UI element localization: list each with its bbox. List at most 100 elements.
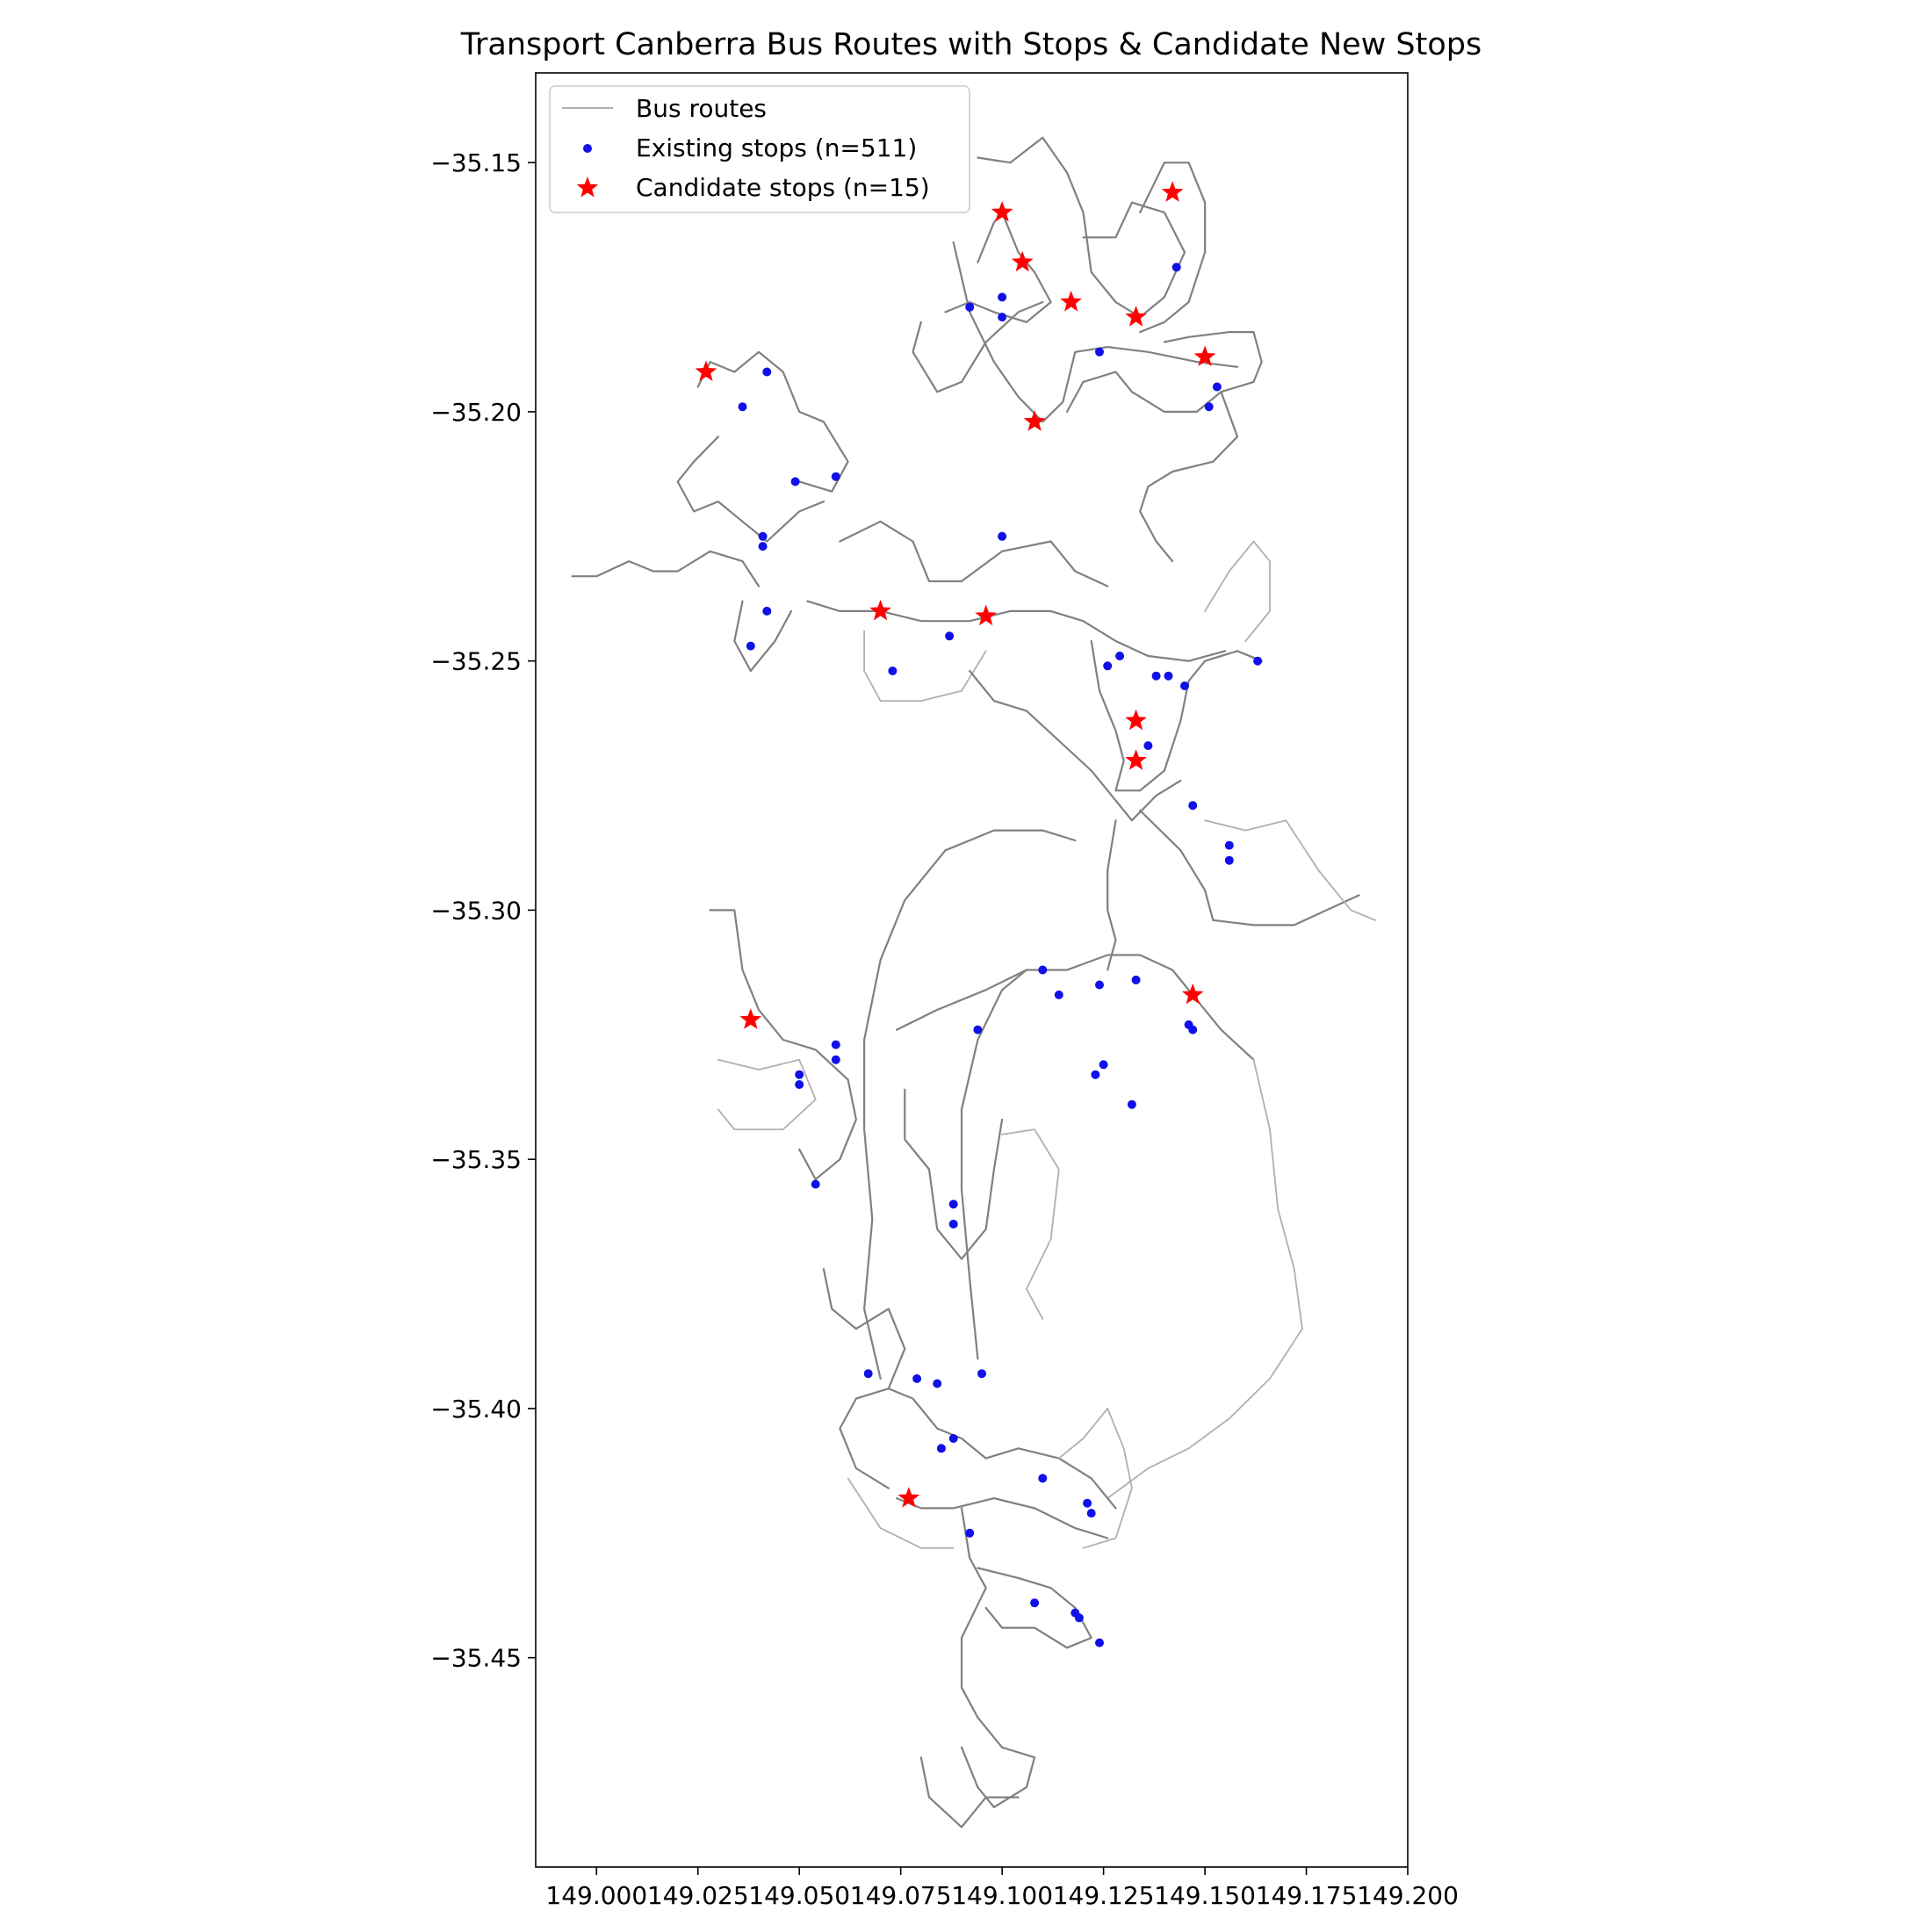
existing-stop-point	[831, 1055, 840, 1064]
existing-stop-point	[1253, 656, 1263, 666]
plot-area	[571, 136, 1376, 1828]
y-tick-label: −35.25	[430, 647, 522, 676]
existing-stop-point	[912, 1373, 922, 1383]
route-line-belconnen-south-b	[863, 630, 987, 702]
candidate-stop-point	[1125, 709, 1147, 731]
existing-stop-point	[795, 1080, 804, 1089]
existing-stop-point	[1038, 965, 1048, 975]
existing-stop-point	[863, 1369, 873, 1379]
existing-stop-point	[998, 313, 1007, 322]
x-tick-label: 149.200	[1357, 1881, 1459, 1910]
existing-stop-point	[1131, 975, 1141, 984]
y-tick-label: −35.20	[430, 398, 522, 427]
existing-stop-point	[888, 667, 898, 675]
existing-stop-point	[795, 1070, 804, 1079]
route-line-belconnen-west	[571, 550, 761, 588]
candidate-stop-point	[991, 200, 1013, 222]
route-line-belconnen-north-a	[696, 350, 849, 493]
route-line-north-east-loop	[1065, 331, 1263, 413]
x-tick-label: 149.050	[748, 1881, 850, 1910]
route-line-city-east	[1139, 809, 1360, 926]
route-line-belconnen-south-a	[733, 600, 793, 673]
route-line-tuggeranong-south	[960, 1507, 1036, 1808]
route-line-north-west-loop	[912, 300, 1044, 393]
x-tick-label: 149.075	[850, 1881, 952, 1910]
existing-stop-point	[831, 472, 840, 481]
existing-stop-point	[811, 1179, 820, 1189]
route-line-gungahlin-link	[969, 669, 1182, 822]
existing-stop-point	[1030, 1598, 1040, 1608]
existing-stop-point	[945, 631, 955, 641]
route-line-tuggeranong-east	[1057, 1408, 1133, 1549]
existing-stop-point	[1151, 671, 1161, 681]
existing-stop-point	[936, 1444, 946, 1453]
existing-stop-point	[1054, 990, 1063, 999]
existing-stop-point	[1180, 681, 1189, 690]
x-tick-label: 149.150	[1154, 1881, 1256, 1910]
existing-stop-point	[1095, 980, 1104, 990]
route-line-tuggeranong-trunk	[887, 1388, 1117, 1510]
existing-stop-point	[998, 531, 1007, 541]
existing-stop-point	[1038, 1474, 1048, 1483]
legend-existing-swatch	[583, 144, 592, 153]
existing-stop-point	[1095, 347, 1104, 357]
existing-stop-point	[762, 367, 772, 377]
legend-label-candidate: Candidate stops (n=15)	[636, 173, 930, 202]
route-line-woden-east	[1001, 1128, 1060, 1320]
y-axis: −35.15 −35.20 −35.25 −35.30 −35.35 −35.40 −35.…	[430, 148, 536, 1673]
existing-stop-point	[1074, 1613, 1084, 1623]
route-line-weston-south	[717, 1058, 817, 1130]
legend-candidate-swatch	[576, 177, 599, 198]
existing-stop-point	[1224, 840, 1234, 850]
route-line-weston-loop	[709, 909, 857, 1180]
legend-box	[549, 85, 970, 213]
route-line-dickson-loop	[1090, 639, 1263, 792]
x-tick-label: 149.000	[545, 1881, 647, 1910]
route-line-woden-loop	[904, 1088, 1004, 1260]
candidate-stop-point	[1181, 983, 1204, 1005]
y-tick-label: −35.40	[430, 1395, 522, 1424]
existing-stop-point	[998, 292, 1007, 302]
existing-stop-point	[1188, 1025, 1198, 1034]
existing-stop-point	[1099, 1060, 1108, 1070]
route-line-woden-link	[960, 969, 1027, 1360]
existing-stop-point	[1103, 661, 1113, 671]
routes-layer	[571, 136, 1376, 1828]
x-tick-label: 149.100	[951, 1881, 1053, 1910]
candidate-stop-point	[1161, 181, 1184, 202]
route-line-belconnen-mid	[839, 520, 1109, 588]
existing-stop-point	[1171, 263, 1181, 272]
route-line-city-west-arc	[863, 829, 1077, 1380]
existing-stop-point	[1127, 1099, 1136, 1109]
candidate-stop-point	[1060, 291, 1082, 312]
route-line-tuggeranong-north	[822, 1267, 906, 1489]
candidate-stop-point	[975, 604, 997, 626]
existing-stop-point	[1091, 1070, 1100, 1079]
existing-stop-point	[948, 1434, 958, 1443]
existing-stop-point	[1164, 671, 1173, 681]
existing-stop-point	[1095, 1638, 1104, 1647]
existing-stop-point	[965, 302, 975, 312]
x-tick-label: 149.125	[1053, 1881, 1155, 1910]
route-line-city-parliament	[896, 954, 1255, 1061]
route-line-city-north-a	[1107, 819, 1117, 971]
y-tick-label: −35.45	[430, 1644, 522, 1673]
existing-stop-point	[790, 477, 800, 487]
existing-stop-point	[973, 1025, 983, 1034]
x-axis: 149.000 149.025 149.050 149.075 149.100 149.1…	[545, 1867, 1459, 1910]
plot-frame	[535, 72, 1409, 1868]
existing-stop-point	[1143, 741, 1153, 751]
candidate-stop-point	[1023, 410, 1046, 431]
y-tick-label: −35.30	[430, 896, 522, 925]
existing-stop-point	[933, 1379, 942, 1388]
existing-stop-point	[758, 542, 768, 551]
existing-stop-point	[948, 1200, 958, 1209]
route-line-belconnen-trunk	[806, 600, 1227, 662]
existing-stop-point	[762, 606, 772, 616]
route-line-north-loop-b	[1139, 162, 1207, 334]
route-line-tuggeranong-west	[847, 1477, 955, 1549]
existing-stop-point	[831, 1040, 840, 1049]
candidate-stop-point	[1011, 250, 1034, 272]
existing-stop-point	[1083, 1498, 1092, 1508]
